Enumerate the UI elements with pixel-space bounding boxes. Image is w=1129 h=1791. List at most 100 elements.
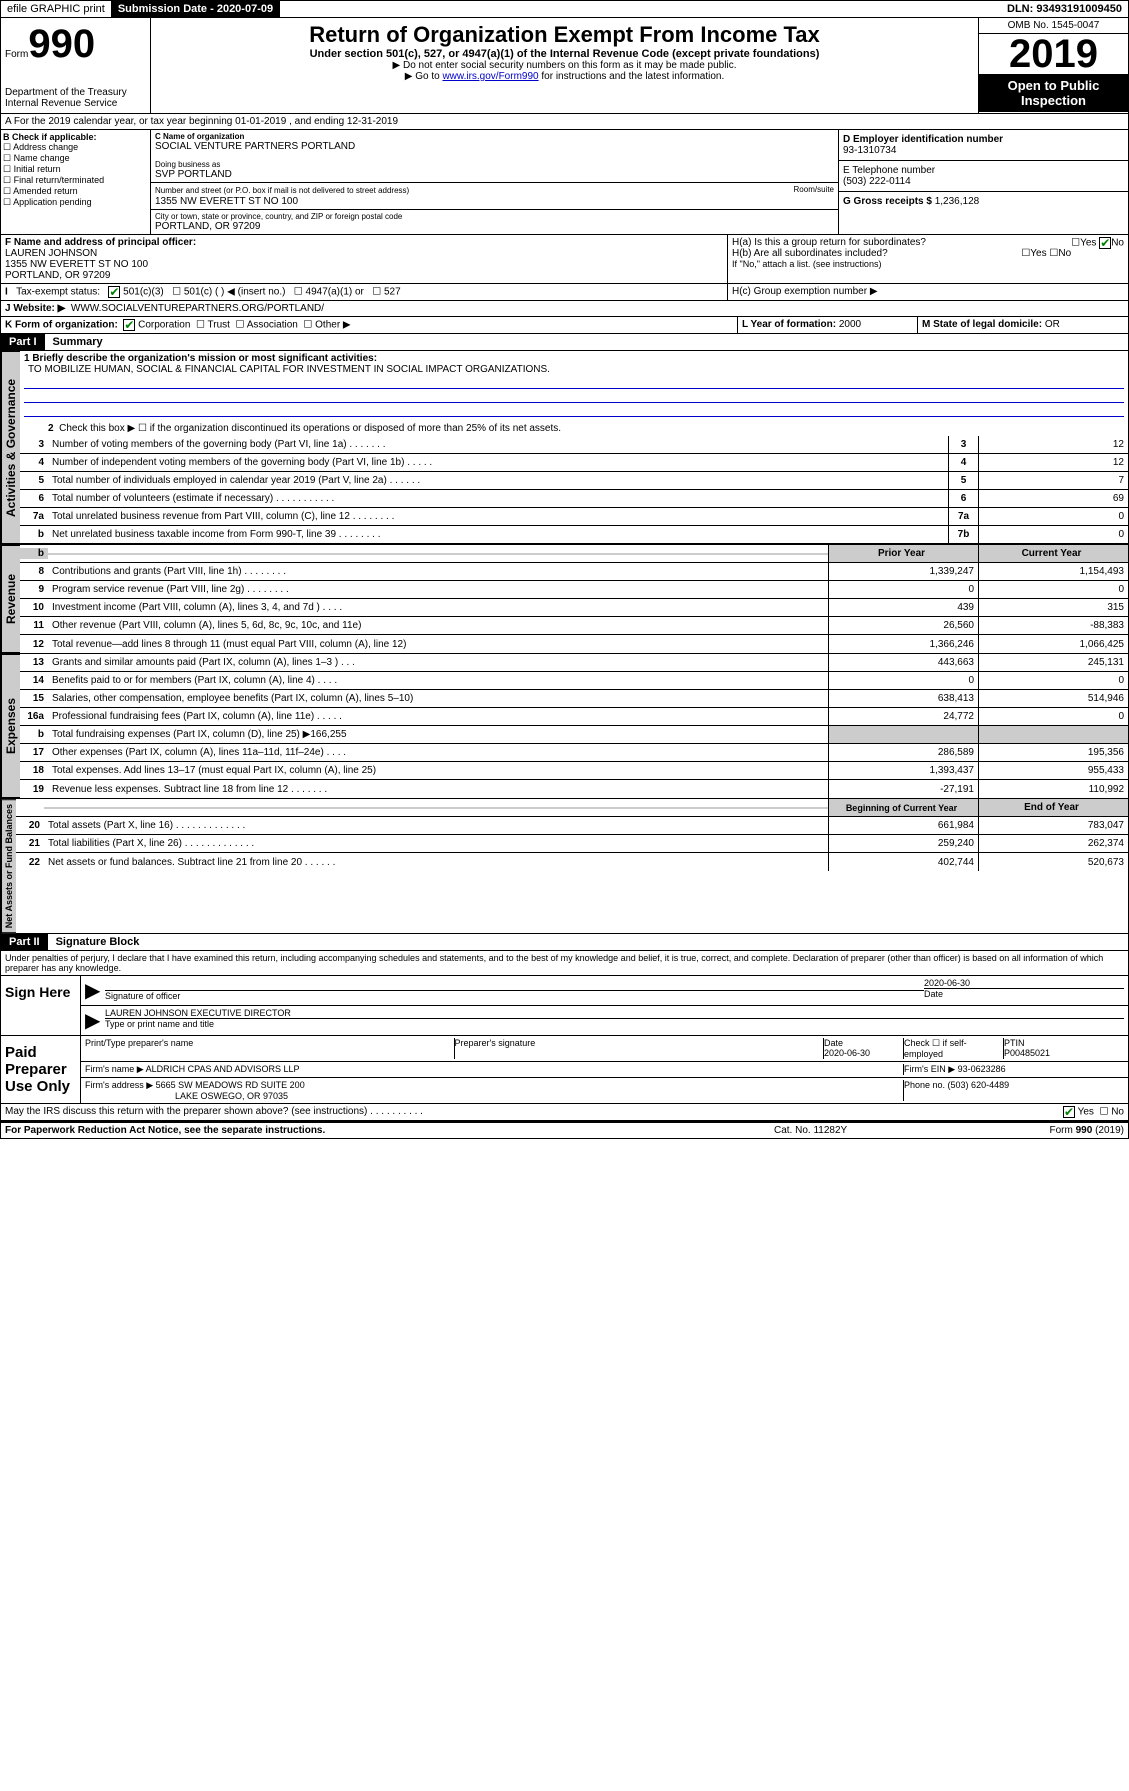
table-row: 11Other revenue (Part VIII, column (A), … (20, 617, 1128, 635)
sign-here-section: Sign Here ▶ Signature of officer 2020-06… (0, 976, 1129, 1036)
expense-lines: 13Grants and similar amounts paid (Part … (20, 654, 1128, 798)
revenue-lines: b Prior Year Current Year 8Contributions… (20, 545, 1128, 653)
arrow-icon: ▶ (85, 1008, 105, 1033)
table-row: 13Grants and similar amounts paid (Part … (20, 654, 1128, 672)
col-d-ein: D Employer identification number 93-1310… (838, 130, 1128, 234)
sig-name-line: ▶ LAUREN JOHNSON EXECUTIVE DIRECTORType … (81, 1006, 1128, 1035)
section-hc: H(c) Group exemption number ▶ (728, 284, 1128, 300)
note-link: ▶ Go to www.irs.gov/Form990 for instruct… (155, 71, 974, 82)
note-ssn: ▶ Do not enter social security numbers o… (155, 60, 974, 71)
table-row: 20Total assets (Part X, line 16) . . . .… (16, 817, 1128, 835)
form-word: Form (5, 49, 28, 60)
form-subtitle: Under section 501(c), 527, or 4947(a)(1)… (155, 48, 974, 60)
row-a-tax-year: A For the 2019 calendar year, or tax yea… (0, 114, 1129, 130)
net-lines: Beginning of Current Year End of Year 20… (16, 799, 1128, 933)
table-row: 22Net assets or fund balances. Subtract … (16, 853, 1128, 871)
chk-discuss-yes[interactable] (1063, 1106, 1075, 1118)
table-row: 9Program service revenue (Part VIII, lin… (20, 581, 1128, 599)
org-addr-cell: Number and street (or P.O. box if mail i… (151, 183, 838, 210)
tab-governance: Activities & Governance (1, 351, 20, 544)
chk-pending[interactable]: ☐ Application pending (3, 197, 148, 208)
spacer (280, 7, 1001, 11)
section-bcd: B Check if applicable: ☐ Address change … (0, 130, 1129, 235)
table-row: 17Other expenses (Part IX, column (A), l… (20, 744, 1128, 762)
net-header: Beginning of Current Year End of Year (16, 799, 1128, 817)
table-row: 7aTotal unrelated business revenue from … (20, 508, 1128, 526)
net-section: Net Assets or Fund Balances Beginning of… (0, 799, 1129, 934)
chk-address[interactable]: ☐ Address change (3, 142, 148, 153)
table-row: 6Total number of volunteers (estimate if… (20, 490, 1128, 508)
section-h: H(a) Is this a group return for subordin… (728, 235, 1128, 283)
part2-header: Part II Signature Block (0, 934, 1129, 951)
submission-date: Submission Date - 2020-07-09 (112, 1, 280, 17)
table-row: 19Revenue less expenses. Subtract line 1… (20, 780, 1128, 798)
table-row: 15Salaries, other compensation, employee… (20, 690, 1128, 708)
phone-cell: E Telephone number (503) 222-0114 (839, 161, 1128, 192)
table-row: 3Number of voting members of the governi… (20, 436, 1128, 454)
firm-name-row: Firm's name ▶ ALDRICH CPAS AND ADVISORS … (81, 1062, 1128, 1078)
firm-addr-row: Firm's address ▶ 5665 SW MEADOWS RD SUIT… (81, 1078, 1128, 1103)
form-header: Form990 Department of the TreasuryIntern… (0, 18, 1129, 114)
chk-501c3[interactable] (108, 286, 120, 298)
org-name-cell: C Name of organization SOCIAL VENTURE PA… (151, 130, 838, 183)
paid-label: Paid Preparer Use Only (1, 1036, 81, 1103)
ein-cell: D Employer identification number 93-1310… (839, 130, 1128, 161)
arrow-icon: ▶ (85, 978, 105, 1003)
paid-preparer-section: Paid Preparer Use Only Print/Type prepar… (0, 1036, 1129, 1104)
tab-net: Net Assets or Fund Balances (1, 799, 16, 933)
dept-label: Department of the TreasuryInternal Reven… (5, 87, 146, 109)
header-right: OMB No. 1545-0047 2019 Open to Public In… (978, 18, 1128, 113)
efile-label: efile GRAPHIC print (1, 1, 112, 17)
tab-expenses: Expenses (1, 654, 20, 798)
website-url: WWW.SOCIALVENTUREPARTNERS.ORG/PORTLAND/ (71, 303, 324, 314)
form-of-org: K Form of organization: Corporation ☐ Tr… (1, 317, 738, 333)
form-title: Return of Organization Exempt From Incom… (155, 22, 974, 48)
chk-final[interactable]: ☐ Final return/terminated (3, 175, 148, 186)
line-1: 1 Briefly describe the organization's mi… (20, 351, 1128, 421)
chk-name[interactable]: ☐ Name change (3, 153, 148, 164)
table-row: 21Total liabilities (Part X, line 26) . … (16, 835, 1128, 853)
table-row: 8Contributions and grants (Part VIII, li… (20, 563, 1128, 581)
chk-amended[interactable]: ☐ Amended return (3, 186, 148, 197)
form-number: 990 (28, 22, 95, 66)
sig-officer-line: ▶ Signature of officer 2020-06-30Date (81, 976, 1128, 1006)
paid-body: Print/Type preparer's name Preparer's si… (81, 1036, 1128, 1103)
table-row: 12Total revenue—add lines 8 through 11 (… (20, 635, 1128, 653)
state-domicile: M State of legal domicile: OR (918, 317, 1128, 333)
part1-header: Part I Summary (0, 334, 1129, 351)
section-f: F Name and address of principal officer:… (1, 235, 728, 283)
sign-here-label: Sign Here (1, 976, 81, 1035)
chk-initial[interactable]: ☐ Initial return (3, 164, 148, 175)
table-row: 14Benefits paid to or for members (Part … (20, 672, 1128, 690)
irs-link[interactable]: www.irs.gov/Form990 (442, 71, 538, 82)
governance-lines: 1 Briefly describe the organization's mi… (20, 351, 1128, 544)
form-id: Form990 Department of the TreasuryIntern… (1, 18, 151, 113)
declaration-text: Under penalties of perjury, I declare th… (0, 951, 1129, 976)
chk-corp[interactable] (123, 319, 135, 331)
tab-revenue: Revenue (1, 545, 20, 653)
year-formation: L Year of formation: 2000 (738, 317, 918, 333)
table-row: bTotal fundraising expenses (Part IX, co… (20, 726, 1128, 744)
table-row: 16aProfessional fundraising fees (Part I… (20, 708, 1128, 726)
row-j: J Website: ▶ WWW.SOCIALVENTUREPARTNERS.O… (0, 301, 1129, 317)
tax-exempt-status: I Tax-exempt status: 501(c)(3) ☐ 501(c) … (1, 284, 728, 300)
discuss-row: May the IRS discuss this return with the… (0, 1104, 1129, 1121)
line-2: 2 Check this box ▶ ☐ if the organization… (20, 421, 1128, 436)
revenue-section: Revenue b Prior Year Current Year 8Contr… (0, 545, 1129, 654)
preparer-header-row: Print/Type preparer's name Preparer's si… (81, 1036, 1128, 1062)
expenses-section: Expenses 13Grants and similar amounts pa… (0, 654, 1129, 799)
table-row: 18Total expenses. Add lines 13–17 (must … (20, 762, 1128, 780)
table-row: 4Number of independent voting members of… (20, 454, 1128, 472)
table-row: bNet unrelated business taxable income f… (20, 526, 1128, 544)
sign-body: ▶ Signature of officer 2020-06-30Date ▶ … (81, 976, 1128, 1035)
rev-header: b Prior Year Current Year (20, 545, 1128, 563)
open-inspection: Open to Public Inspection (979, 74, 1128, 112)
dln: DLN: 93493191009450 (1001, 1, 1128, 17)
footer-row: For Paperwork Reduction Act Notice, see … (0, 1121, 1129, 1139)
row-i-status: I Tax-exempt status: 501(c)(3) ☐ 501(c) … (0, 284, 1129, 301)
col-b-checkboxes: B Check if applicable: ☐ Address change … (1, 130, 151, 234)
gross-cell: G Gross receipts $ 1,236,128 (839, 192, 1128, 211)
row-fh: F Name and address of principal officer:… (0, 235, 1129, 284)
tax-year: 2019 (979, 34, 1128, 74)
table-row: 10Investment income (Part VIII, column (… (20, 599, 1128, 617)
